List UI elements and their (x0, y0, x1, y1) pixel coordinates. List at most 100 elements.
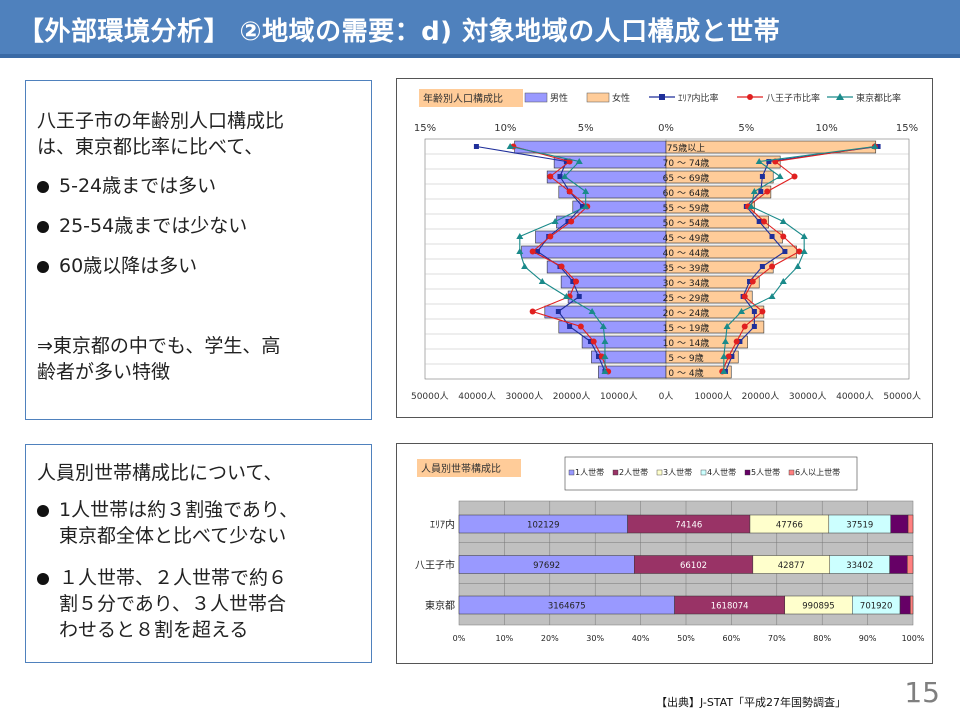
ratio-marker (747, 203, 755, 209)
x-axis-tick: 90% (859, 634, 877, 643)
top-axis-tick: 5% (578, 123, 594, 134)
stacked-segment (910, 595, 914, 615)
x-axis-tick: 20% (541, 634, 559, 643)
ratio-marker (516, 248, 524, 254)
age-label: 5 ～ 9歳 (668, 352, 703, 364)
ratio-marker (782, 249, 788, 254)
household-bullet-1-line1: 1人世帯は約３割強であり、 (59, 499, 299, 521)
stacked-segment (889, 555, 908, 574)
ratio-marker (588, 308, 596, 314)
legend-marker (747, 94, 753, 100)
ratio-marker (769, 263, 776, 270)
category-label: 八王子市 (415, 559, 455, 572)
stacked-segment (907, 555, 914, 574)
page-number: 15 (904, 676, 940, 709)
female-bar (665, 215, 769, 229)
household-lead: 人員別世帯構成比について、 (37, 462, 283, 484)
female-bar (665, 275, 760, 289)
age-label: 75歳以上 (667, 142, 705, 154)
title-bar: 【外部環境分析】 ②地域の需要：d) 対象地域の人口構成と世帯 (0, 0, 960, 58)
female-bar (665, 290, 753, 304)
ratio-marker (723, 323, 731, 329)
legend-marker (659, 94, 665, 100)
ratio-marker (721, 338, 729, 344)
ratio-marker (562, 293, 570, 299)
household-bullet-2-line1: １人世帯、２人世帯で約６ (59, 567, 288, 589)
ratio-marker (516, 233, 524, 239)
x-axis-tick: 0% (453, 634, 466, 643)
bottom-axis-tick: 20000人 (742, 391, 780, 402)
segment-label: 1618074 (711, 602, 749, 612)
ratio-marker (538, 278, 546, 284)
population-conclusion-line2: 齢者が多い特徴 (37, 361, 171, 383)
ratio-marker (506, 143, 514, 149)
ratio-marker (764, 188, 771, 195)
ratio-marker (779, 278, 787, 284)
ratio-marker (582, 203, 590, 209)
ratio-marker (561, 173, 569, 179)
bottom-axis-tick: 20000人 (553, 391, 591, 402)
ratio-marker (756, 219, 762, 224)
ratio-marker (871, 143, 879, 149)
legend-label: 3人世帯 (663, 467, 692, 477)
ratio-marker (725, 353, 732, 360)
ratio-marker (547, 233, 554, 240)
age-label: 65 ～ 69歳 (663, 172, 710, 184)
bottom-axis-tick: 0人 (659, 391, 674, 402)
ratio-marker (751, 309, 757, 314)
ratio-marker (759, 308, 766, 315)
ratio-marker (747, 279, 753, 284)
ratio-marker (768, 293, 776, 299)
legend-label: 1人世帯 (575, 467, 604, 477)
legend-swatch (788, 469, 795, 476)
top-axis-tick: 15% (414, 123, 436, 134)
bullet-dot-icon (37, 221, 49, 233)
female-bar (665, 365, 732, 379)
age-label: 15 ～ 19歳 (663, 322, 710, 334)
age-label: 30 ～ 34歳 (663, 277, 710, 289)
segment-label: 37519 (846, 521, 873, 531)
ratio-marker (776, 173, 784, 179)
ratio-marker (601, 368, 609, 374)
age-label: 10 ～ 14歳 (663, 337, 710, 349)
population-lead-line2: は、東京都比率に比べて、 (37, 136, 264, 158)
slide-title: 【外部環境分析】 ②地域の需要：d) 対象地域の人口構成と世帯 (18, 17, 781, 47)
stacked-segment (890, 514, 909, 534)
ratio-marker (761, 218, 768, 225)
population-pyramid-svg: 年齢別人口構成比 男性 女性 ｴﾘｱ内比率 八王子市比率 東京都比率 15% 10% 5% 0% 5… (411, 89, 921, 402)
ratio-marker (555, 309, 561, 314)
age-label: 40 ～ 44歳 (663, 247, 710, 259)
title-accent-line (0, 54, 960, 58)
top-axis-tick: 15% (896, 123, 918, 134)
ratio-line-1 (721, 145, 875, 372)
legend-label: 5人世帯 (751, 467, 780, 477)
top-axis-tick: 0% (658, 123, 674, 134)
ratio-marker (601, 338, 609, 344)
population-lead-line1: 八王子市の年齢別人口構成比 (37, 110, 285, 132)
male-bar (567, 290, 667, 304)
age-label: 70 ～ 74歳 (663, 157, 710, 169)
x-axis-tick: 50% (677, 634, 695, 643)
ratio-marker (582, 188, 590, 194)
x-axis-tick: 100% (902, 634, 925, 643)
ratio-marker (590, 338, 597, 345)
ratio-line-2 (510, 145, 606, 372)
x-axis-tick: 70% (768, 634, 786, 643)
legend-label: 男性 (550, 92, 568, 104)
stacked-segment (907, 514, 914, 534)
population-bullet-1-text: 5-24歳までは多い (59, 175, 217, 197)
ratio-marker (779, 218, 787, 224)
age-label: 20 ～ 24歳 (663, 307, 710, 319)
age-label: 60 ～ 64歳 (663, 187, 710, 199)
legend-swatch (586, 92, 610, 103)
age-label: 35 ～ 39歳 (663, 262, 710, 274)
ratio-marker (577, 323, 584, 330)
legend-swatch (656, 469, 663, 476)
household-bullet-2-line2: 割５分であり、３人世帯合 (59, 593, 287, 615)
bottom-axis-tick: 30000人 (789, 391, 827, 402)
ratio-marker (741, 323, 748, 330)
bottom-axis-tick: 50000人 (883, 391, 921, 402)
chart-title: 人員別世帯構成比 (421, 462, 501, 475)
ratio-marker (568, 218, 575, 225)
legend-label: 2人世帯 (619, 467, 648, 477)
